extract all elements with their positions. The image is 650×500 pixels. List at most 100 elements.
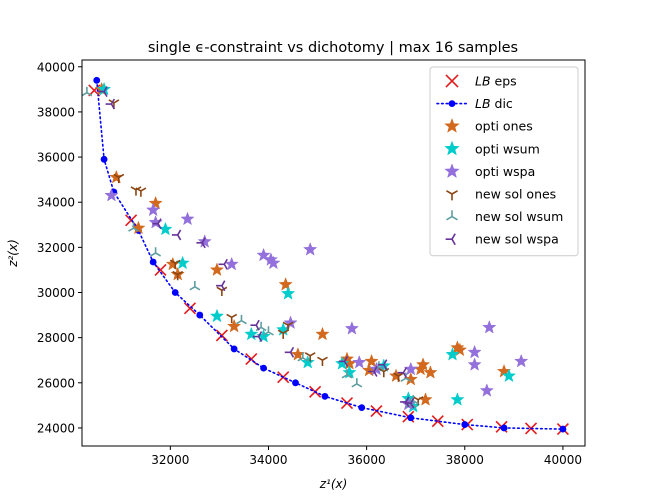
- y-tick-label: 30000: [37, 286, 75, 300]
- data-point: [283, 315, 298, 330]
- data-point: [479, 383, 494, 397]
- data-point: [423, 365, 438, 379]
- legend-entry-label: LB dic: [475, 96, 513, 111]
- data-point: [280, 286, 296, 300]
- data-point: [250, 319, 260, 331]
- data-point: [304, 352, 316, 362]
- legend-marker: [444, 163, 460, 179]
- series-7: [98, 86, 415, 409]
- data-point: [338, 355, 349, 367]
- data-point: [377, 359, 388, 371]
- axes-layer: 32000 34000 36000 38000 40000 24000 26000 28000…: [37, 60, 582, 467]
- data-point: [351, 378, 363, 388]
- data-point: [321, 392, 329, 400]
- data-point: [209, 262, 225, 277]
- data-point: [297, 352, 309, 362]
- legend-entry-label: new sol wsum: [475, 209, 563, 224]
- legend-box: [429, 66, 579, 257]
- data-point: [404, 397, 415, 409]
- y-tick-label: 36000: [37, 151, 75, 165]
- data-point: [263, 252, 279, 266]
- data-point: [196, 311, 204, 319]
- x-axis-label: z¹(x): [319, 477, 348, 491]
- legend-marker: [445, 74, 459, 88]
- x-tick-label: 34000: [249, 453, 287, 467]
- data-point: [230, 345, 238, 353]
- legend-marker: [444, 140, 460, 156]
- data-point: [292, 379, 299, 387]
- data-point: [216, 286, 228, 297]
- legend-marker: [446, 210, 458, 221]
- legend-entry-label: new sol wspa: [475, 232, 559, 247]
- legend: LB eps LB dic opti ones opti wsum opti wspa n…: [429, 66, 579, 257]
- y-tick-label: 40000: [37, 60, 75, 74]
- data-point: [300, 354, 315, 369]
- data-point: [467, 357, 482, 371]
- data-point: [256, 247, 271, 262]
- data-point: [216, 280, 226, 292]
- plot-area: [81, 59, 586, 447]
- data-point: [284, 346, 295, 358]
- data-point: [98, 86, 108, 98]
- x-tick-label: 32000: [151, 453, 189, 467]
- legend-entry-label: new sol ones: [475, 187, 556, 202]
- y-axis-label: z²(x): [6, 239, 20, 268]
- data-point: [482, 319, 497, 334]
- data-point: [352, 354, 367, 369]
- data-point: [260, 364, 267, 372]
- data-point: [93, 76, 101, 84]
- data-point: [559, 425, 567, 433]
- data-point: [452, 342, 468, 357]
- data-point: [226, 313, 238, 324]
- data-point: [146, 202, 161, 217]
- data-point: [501, 368, 517, 383]
- series-5: [108, 99, 424, 406]
- data-point: [171, 289, 179, 296]
- x-tick-label: 36000: [348, 453, 386, 467]
- legend-entry-label: opti wsum: [475, 141, 540, 156]
- data-point: [303, 242, 318, 256]
- data-point: [128, 222, 139, 232]
- data-point: [393, 372, 404, 382]
- legend-entry-label: opti ones: [475, 119, 533, 134]
- data-point: [344, 321, 360, 335]
- y-tick-label: 34000: [37, 196, 75, 210]
- data-point: [450, 392, 465, 406]
- chart-title: single ϵ-constraint vs dichotomy | max 1…: [148, 40, 518, 56]
- data-point: [368, 366, 378, 377]
- data-point: [172, 270, 184, 281]
- series-line: [95, 79, 564, 430]
- data-point: [183, 302, 197, 315]
- data-point: [278, 277, 293, 291]
- y-tick-label: 32000: [37, 241, 75, 255]
- data-point: [252, 331, 263, 342]
- data-point: [148, 195, 163, 210]
- data-point: [218, 258, 228, 270]
- legend-entry-label: LB eps: [475, 74, 517, 89]
- x-tick-label: 40000: [544, 453, 582, 467]
- data-point: [364, 353, 379, 368]
- data-point: [445, 347, 460, 361]
- data-point: [397, 367, 408, 379]
- data-point: [224, 256, 239, 271]
- data-point: [100, 155, 108, 163]
- legend-entry-label: opti wspa: [475, 164, 535, 179]
- legend-marker: [445, 233, 456, 246]
- data-point: [226, 318, 242, 333]
- data-point: [169, 259, 181, 269]
- data-point: [256, 329, 271, 343]
- data-point: [105, 98, 116, 110]
- data-point: [236, 314, 247, 325]
- data-point: [175, 255, 190, 270]
- data-point: [341, 369, 353, 379]
- data-point: [317, 356, 328, 367]
- data-point: [461, 421, 469, 428]
- data-point: [135, 187, 147, 197]
- y-tick-label: 26000: [37, 376, 75, 390]
- y-tick-label: 38000: [37, 105, 75, 119]
- data-point: [113, 173, 125, 184]
- y-tick-label: 28000: [37, 331, 75, 345]
- data-point: [415, 357, 431, 371]
- data-point: [149, 258, 157, 266]
